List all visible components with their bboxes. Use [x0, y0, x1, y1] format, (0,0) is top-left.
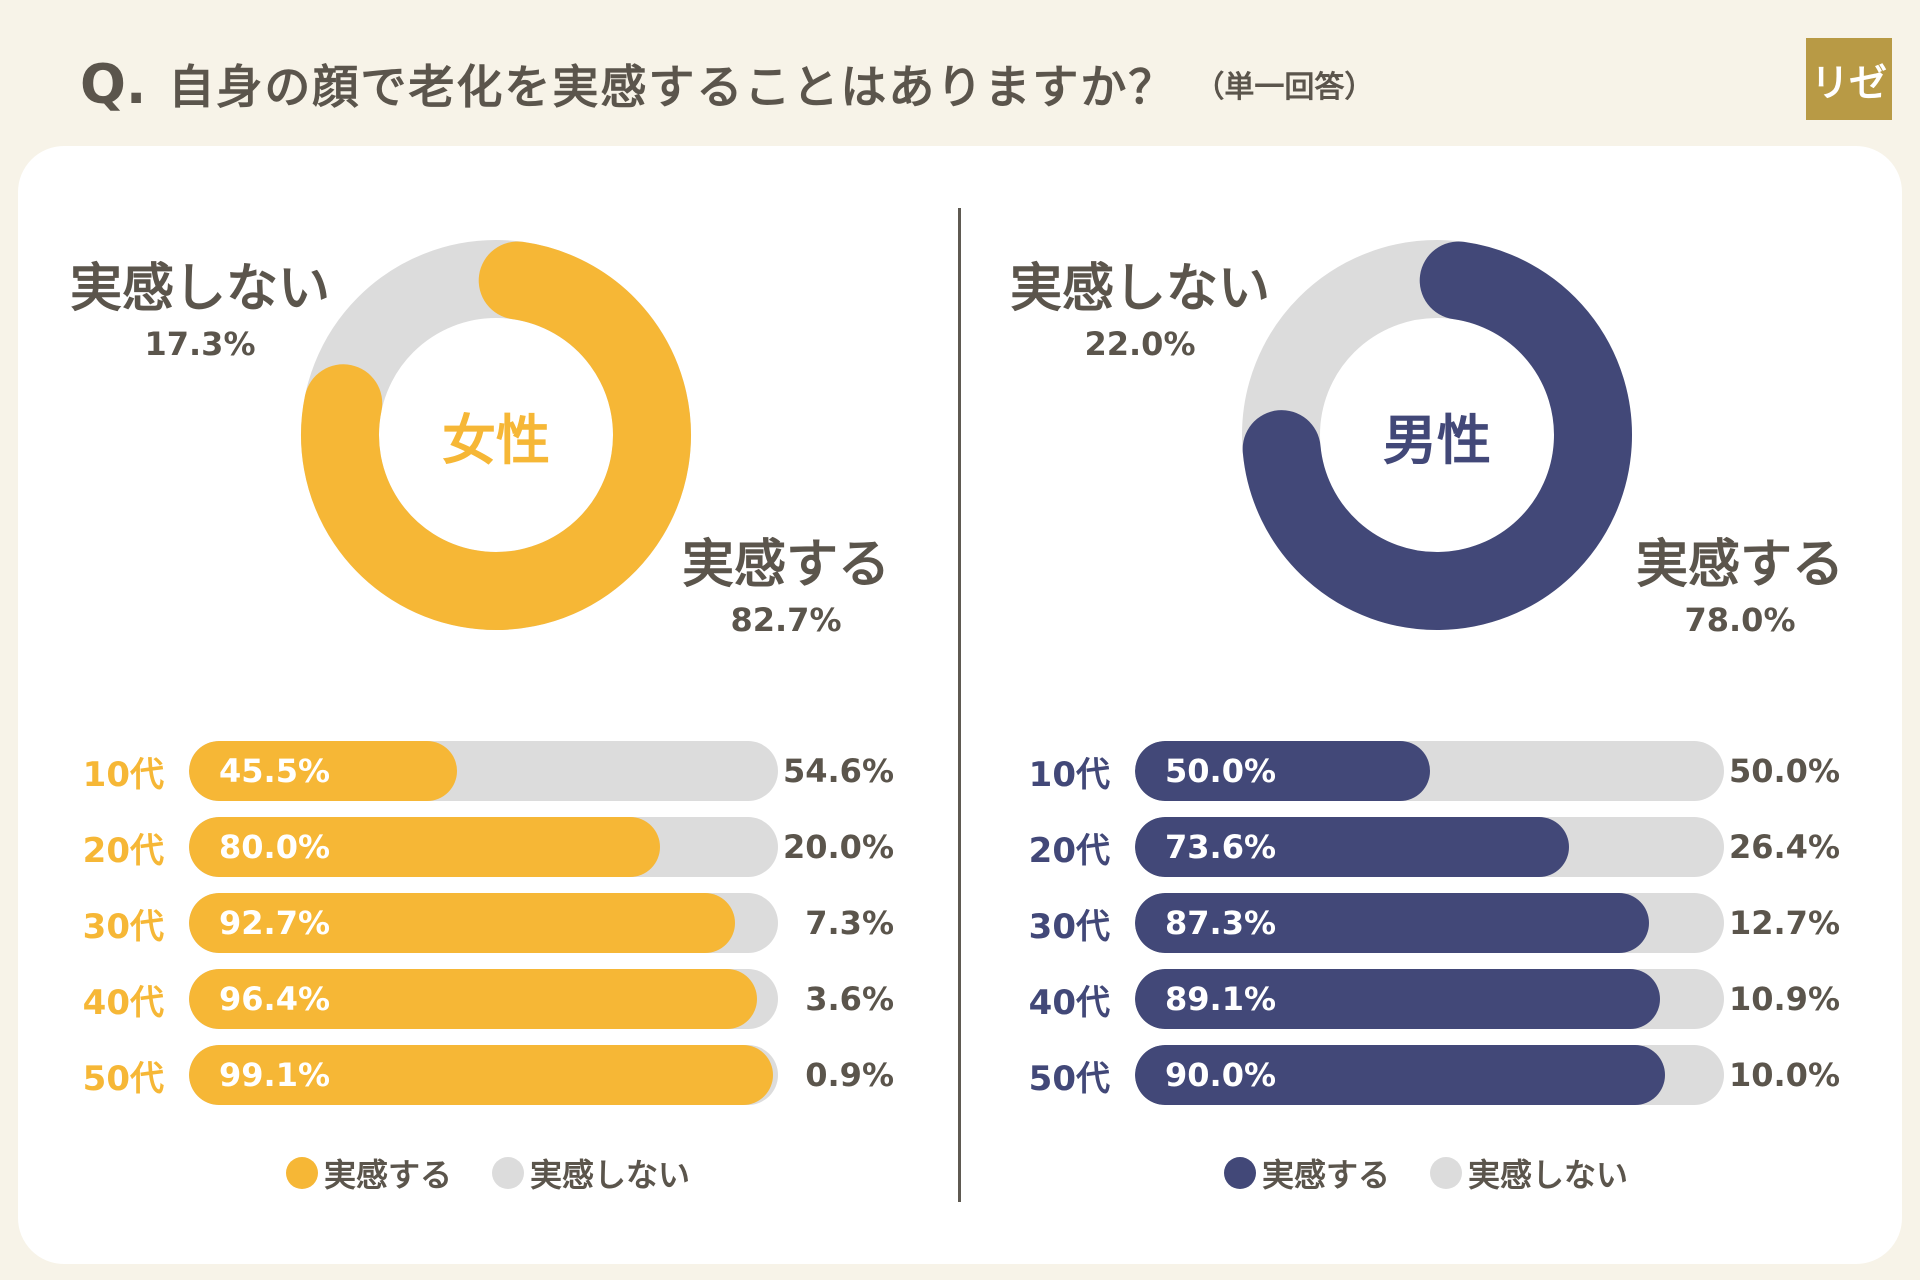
- male-bar-fill: [1135, 893, 1650, 953]
- female-no-label-value: 17.3%: [144, 325, 256, 363]
- female-bar-no-label: 7.3%: [805, 904, 894, 942]
- female-age-label: 20代: [82, 830, 164, 871]
- male-no-label-value: 22.0%: [1084, 325, 1196, 363]
- female-bar-no-label: 3.6%: [805, 980, 894, 1018]
- male-yes-label: 実感する 78.0%: [1630, 522, 1850, 639]
- female-bar-fill: [189, 741, 457, 801]
- female-bar-yes-label: 99.1%: [219, 1056, 331, 1094]
- male-bar-no-label: 10.0%: [1728, 1056, 1840, 1094]
- legend-label-yes: 実感する: [324, 1156, 453, 1194]
- male-age-label: 10代: [1028, 754, 1110, 795]
- female-age-label: 50代: [82, 1058, 164, 1099]
- legend-dot-no: [1430, 1157, 1463, 1189]
- legend-label-yes: 実感する: [1262, 1156, 1391, 1194]
- female-bar-fill: [189, 969, 757, 1029]
- male-bar-no-label: 12.7%: [1728, 904, 1840, 942]
- female-age-label: 10代: [82, 754, 164, 795]
- female-no-label-text: 実感しない: [69, 259, 330, 319]
- female-age-label: 40代: [82, 982, 164, 1023]
- female-donut-center-label: 女性: [442, 408, 550, 472]
- male-bar-yes-label: 73.6%: [1165, 828, 1277, 866]
- legend-item-yes: 実感する: [1224, 1150, 1390, 1196]
- female-bar-yes-label: 96.4%: [219, 980, 331, 1018]
- male-donut-chart: 男性: [1232, 230, 1642, 640]
- legend-dot-no: [492, 1157, 525, 1189]
- female-legend: 実感する 実感しない: [286, 1148, 730, 1198]
- female-bar-fill: [189, 817, 661, 877]
- male-age-label: 20代: [1028, 830, 1110, 871]
- male-bar-track: 89.1%: [1135, 969, 1724, 1029]
- female-bar-no-label: 54.6%: [782, 752, 894, 790]
- male-bar-yes-label: 50.0%: [1165, 752, 1277, 790]
- female-bar-track: 80.0%: [189, 817, 778, 877]
- female-yes-label-value: 82.7%: [730, 601, 842, 639]
- male-bar-track: 73.6%: [1135, 817, 1724, 877]
- male-bar-fill: [1135, 741, 1430, 801]
- male-yes-label-text: 実感する: [1635, 535, 1844, 595]
- legend-label-no: 実感しない: [530, 1156, 691, 1194]
- male-age-label: 30代: [1028, 906, 1110, 947]
- male-bar-yes-label: 89.1%: [1165, 980, 1277, 1018]
- male-donut-center-label: 男性: [1383, 408, 1491, 472]
- male-yes-label-value: 78.0%: [1684, 601, 1796, 639]
- male-age-label: 50代: [1028, 1058, 1110, 1099]
- female-bar-track: 96.4%: [189, 969, 778, 1029]
- question-note: （単一回答）: [1194, 70, 1375, 105]
- male-legend: 実感する 実感しない: [1224, 1148, 1668, 1198]
- female-bar-no-label: 20.0%: [782, 828, 894, 866]
- question-title: 自身の顔で老化を実感することはありますか？: [168, 60, 1177, 114]
- male-bar-fill: [1135, 1045, 1666, 1105]
- male-bar-no-label: 50.0%: [1728, 752, 1840, 790]
- male-bar-no-label: 10.9%: [1728, 980, 1840, 1018]
- male-bar-yes-label: 87.3%: [1165, 904, 1277, 942]
- question-mark: Q.: [80, 52, 147, 116]
- female-bar-fill: [189, 1045, 773, 1105]
- female-bar-track: 45.5%: [189, 741, 778, 801]
- female-bar-no-label: 0.9%: [805, 1056, 894, 1094]
- female-bar-yes-label: 92.7%: [219, 904, 331, 942]
- male-no-label-text: 実感しない: [1009, 259, 1270, 319]
- brand-logo: リゼ: [1806, 38, 1892, 120]
- female-age-label: 30代: [82, 906, 164, 947]
- legend-item-no: 実感しない: [1430, 1150, 1628, 1196]
- male-bar-track: 90.0%: [1135, 1045, 1724, 1105]
- male-donut-slice-yes: [1242, 241, 1632, 630]
- male-bar-fill: [1135, 817, 1569, 877]
- legend-dot-yes: [286, 1157, 318, 1189]
- female-bar-track: 92.7%: [189, 893, 778, 953]
- male-bar-no-label: 26.4%: [1728, 828, 1840, 866]
- female-yes-label-text: 実感する: [681, 535, 890, 595]
- center-divider: [958, 208, 961, 1202]
- legend-label-no: 実感しない: [1468, 1156, 1629, 1194]
- male-bar-track: 87.3%: [1135, 893, 1724, 953]
- female-bar-fill: [189, 893, 735, 953]
- female-bar-track: 99.1%: [189, 1045, 778, 1105]
- female-yes-label: 実感する 82.7%: [676, 522, 896, 639]
- male-no-label: 実感しない 22.0%: [1000, 246, 1280, 363]
- legend-item-no: 実感しない: [492, 1150, 690, 1196]
- female-bar-yes-label: 80.0%: [219, 828, 331, 866]
- female-donut-slice-yes: [301, 241, 691, 630]
- male-bar-fill: [1135, 969, 1660, 1029]
- legend-item-yes: 実感する: [286, 1150, 452, 1196]
- male-bar-yes-label: 90.0%: [1165, 1056, 1277, 1094]
- title-bar: Q. 自身の顔で老化を実感することはありますか？ （単一回答）: [80, 44, 1374, 124]
- male-bar-track: 50.0%: [1135, 741, 1724, 801]
- male-age-label: 40代: [1028, 982, 1110, 1023]
- female-bar-yes-label: 45.5%: [219, 752, 331, 790]
- female-no-label: 実感しない 17.3%: [60, 246, 340, 363]
- female-donut-chart: 女性: [291, 230, 701, 640]
- legend-dot-yes: [1224, 1157, 1256, 1189]
